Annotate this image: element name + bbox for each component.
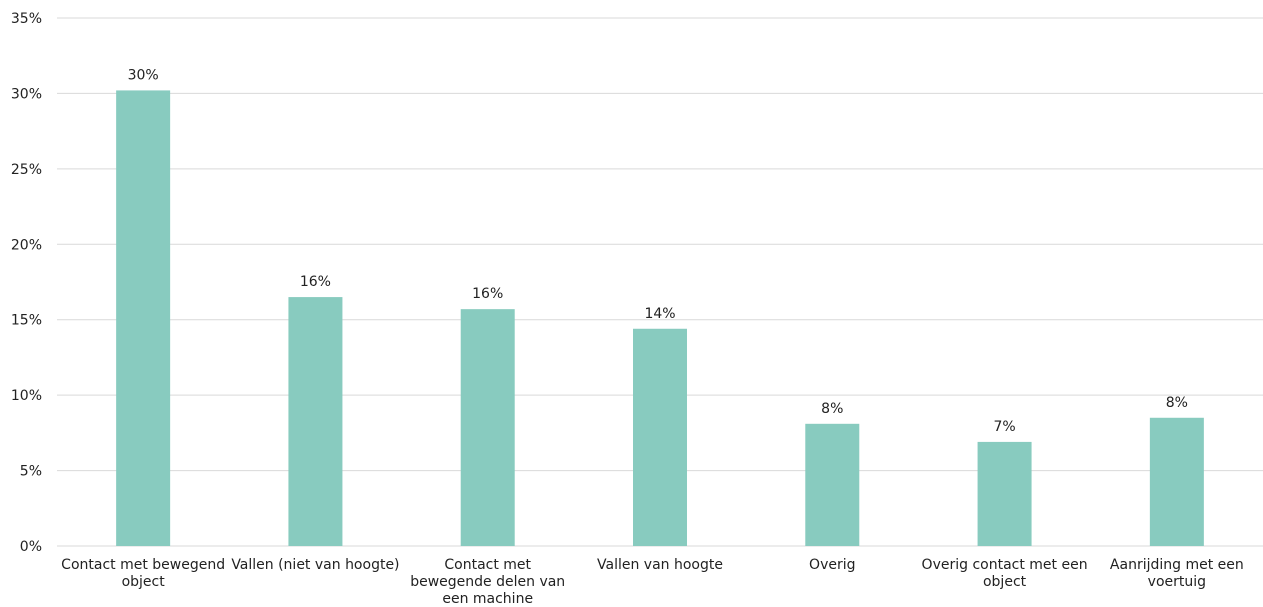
bar xyxy=(805,423,860,546)
y-tick-label: 20% xyxy=(11,237,42,253)
bar xyxy=(633,328,687,546)
category-label-line: Overig xyxy=(809,557,855,573)
category-label-line: object xyxy=(122,574,166,590)
y-axis-ticks: 0% 5% 10% 15% 20% 25% 30% 35% xyxy=(11,11,42,555)
category-label: Contact met bewegende delen van een machin… xyxy=(410,557,565,607)
bar xyxy=(977,441,1032,546)
data-label: 8% xyxy=(821,401,843,417)
category-label-line: Contact met xyxy=(444,557,531,573)
category-label: Aanrijding met een voertuig xyxy=(1110,557,1244,590)
data-label: 16% xyxy=(472,286,503,302)
data-label: 14% xyxy=(644,306,675,322)
category-label-line: Vallen (niet van hoogte) xyxy=(231,557,399,573)
y-tick-label: 35% xyxy=(11,11,42,27)
bar xyxy=(116,90,171,546)
category-label: Overig contact met een object xyxy=(922,557,1088,590)
y-tick-label: 5% xyxy=(20,464,42,480)
data-label: 16% xyxy=(300,274,331,290)
category-label-line: Overig contact met een xyxy=(922,557,1088,573)
category-label-line: object xyxy=(983,574,1027,590)
category-label-line: voertuig xyxy=(1148,574,1206,590)
bar xyxy=(460,309,515,546)
category-label-line: Vallen van hoogte xyxy=(597,557,723,573)
y-tick-label: 10% xyxy=(11,388,42,404)
data-label: 7% xyxy=(993,419,1015,435)
bars xyxy=(116,90,1204,546)
data-labels: 30% 16% 16% 14% 8% 7% 8% xyxy=(128,67,1188,434)
category-label-line: een machine xyxy=(442,591,533,607)
category-label-line: bewegende delen van xyxy=(410,574,565,590)
category-label-line: Contact met bewegend xyxy=(61,557,225,573)
category-label: Vallen van hoogte xyxy=(597,557,723,573)
category-label: Vallen (niet van hoogte) xyxy=(231,557,399,573)
y-tick-label: 25% xyxy=(11,162,42,178)
bar xyxy=(288,297,343,546)
y-tick-label: 30% xyxy=(11,86,42,102)
y-tick-label: 15% xyxy=(11,313,42,329)
y-tick-label: 0% xyxy=(20,539,42,555)
category-label: Overig xyxy=(809,557,855,573)
category-label: Contact met bewegend object xyxy=(61,557,225,590)
data-label: 30% xyxy=(128,67,159,83)
bar xyxy=(1149,417,1204,546)
data-label: 8% xyxy=(1166,395,1188,411)
category-label-line: Aanrijding met een xyxy=(1110,557,1244,573)
